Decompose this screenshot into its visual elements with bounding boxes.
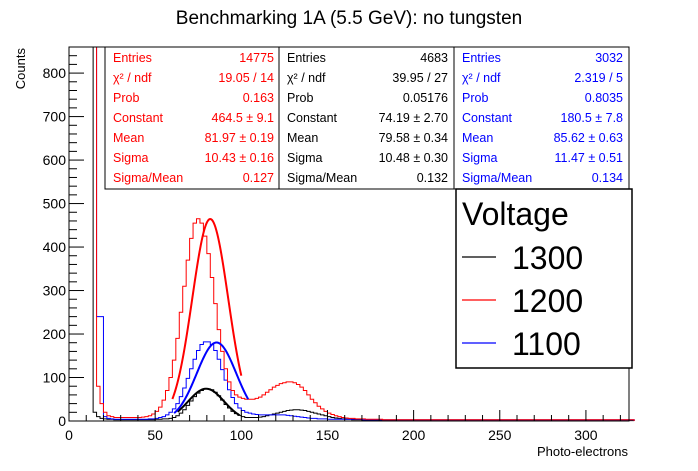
stats-row-value: 180.5 ± 7.8 <box>561 111 624 125</box>
stats-row-label: Sigma <box>462 151 497 165</box>
stats-row-label: Mean <box>287 131 318 145</box>
stats-row-label: Entries <box>113 51 152 65</box>
stats-row-value: 14775 <box>239 51 274 65</box>
y-tick-label: 700 <box>43 109 67 125</box>
x-tick-label: 250 <box>488 427 512 443</box>
y-tick-label: 300 <box>43 283 67 299</box>
y-axis-label: Counts <box>13 48 28 90</box>
stats-row-value: 4683 <box>420 51 448 65</box>
stats-row-label: Entries <box>462 51 501 65</box>
y-tick-label: 100 <box>43 370 67 386</box>
stats-row-value: 0.05176 <box>403 91 448 105</box>
stats-box-1100: Entries 3032 χ² / ndf 2.319 / 5 Prob 0.8035 Co… <box>453 46 630 190</box>
stats-row-value: 0.127 <box>243 171 274 185</box>
x-tick-label: 100 <box>230 427 254 443</box>
stats-row-label: Sigma <box>113 151 148 165</box>
y-tick-label: 600 <box>43 152 67 168</box>
legend: Voltage 1300 1200 1100 <box>455 188 633 369</box>
histogram-1200 <box>68 46 635 421</box>
y-tick-label: 500 <box>43 196 67 212</box>
y-tick-label: 800 <box>43 65 67 81</box>
stats-row-label: Prob <box>462 91 488 105</box>
stats-row-value: 0.134 <box>592 171 623 185</box>
stats-box-frame <box>104 46 281 190</box>
y-tick-label: 0 <box>58 413 66 429</box>
stat-boxes: Entries 14775 χ² / ndf 19.05 / 14 Prob 0.163 C… <box>104 46 630 190</box>
stats-row-label: χ² / ndf <box>113 71 152 85</box>
y-tick-label: 200 <box>43 326 67 342</box>
stats-box-frame <box>278 46 455 190</box>
fit-curve-1200 <box>171 217 243 400</box>
stats-row-label: Prob <box>113 91 139 105</box>
stats-box-frame <box>453 46 630 190</box>
axes: 0 50 100 150 200 250 300 0 100 200 300 400 500 600 700… <box>43 46 630 443</box>
stats-row-label: Mean <box>462 131 493 145</box>
x-tick-label: 50 <box>147 427 163 443</box>
stats-row-label: Prob <box>287 91 313 105</box>
stats-row-value: 2.319 / 5 <box>574 71 623 85</box>
stats-row-label: Sigma/Mean <box>462 171 532 185</box>
stats-box-1200: Entries 14775 χ² / ndf 19.05 / 14 Prob 0.163 C… <box>104 46 281 190</box>
stats-row-value: 0.132 <box>417 171 448 185</box>
x-axis-label: Photo-electrons <box>537 444 629 459</box>
stats-row-label: χ² / ndf <box>287 71 326 85</box>
stats-row-value: 0.8035 <box>585 91 623 105</box>
stats-row-label: Sigma/Mean <box>287 171 357 185</box>
fit-curve-1100 <box>173 341 250 414</box>
chart-title: Benchmarking 1A (5.5 GeV): no tungsten <box>176 8 522 29</box>
x-tick-label: 200 <box>402 427 426 443</box>
x-tick-label: 150 <box>316 427 340 443</box>
stats-row-value: 3032 <box>595 51 623 65</box>
stats-row-label: Constant <box>113 111 164 125</box>
stats-row-value: 464.5 ± 9.1 <box>212 111 275 125</box>
stats-row-label: Constant <box>287 111 338 125</box>
fit-curve-1300 <box>176 387 241 417</box>
stats-row-value: 10.43 ± 0.16 <box>205 151 274 165</box>
legend-label-1200: 1200 <box>512 283 583 319</box>
stats-row-label: Sigma/Mean <box>113 171 183 185</box>
stats-row-value: 19.05 / 14 <box>218 71 274 85</box>
stats-row-value: 0.163 <box>243 91 274 105</box>
stats-row-value: 10.48 ± 0.30 <box>379 151 448 165</box>
x-tick-label: 0 <box>65 427 73 443</box>
stats-box-1300: Entries 4683 χ² / ndf 39.95 / 27 Prob 0.05176… <box>278 46 455 190</box>
legend-label-1300: 1300 <box>512 240 583 276</box>
stats-row-label: Sigma <box>287 151 322 165</box>
stats-row-label: χ² / ndf <box>462 71 501 85</box>
stats-row-value: 79.58 ± 0.34 <box>379 131 448 145</box>
stats-row-value: 39.95 / 27 <box>392 71 448 85</box>
y-tick-label: 400 <box>43 239 67 255</box>
legend-label-1100: 1100 <box>512 326 581 362</box>
stats-row-label: Entries <box>287 51 326 65</box>
stats-row-label: Mean <box>113 131 144 145</box>
x-tick-label: 300 <box>574 427 598 443</box>
legend-frame <box>455 188 633 369</box>
stats-row-value: 74.19 ± 2.70 <box>379 111 448 125</box>
stats-row-value: 85.62 ± 0.63 <box>554 131 623 145</box>
stats-row-value: 81.97 ± 0.19 <box>205 131 274 145</box>
stats-row-value: 11.47 ± 0.51 <box>555 151 624 165</box>
legend-title: Voltage <box>462 196 569 232</box>
stats-row-label: Constant <box>462 111 513 125</box>
